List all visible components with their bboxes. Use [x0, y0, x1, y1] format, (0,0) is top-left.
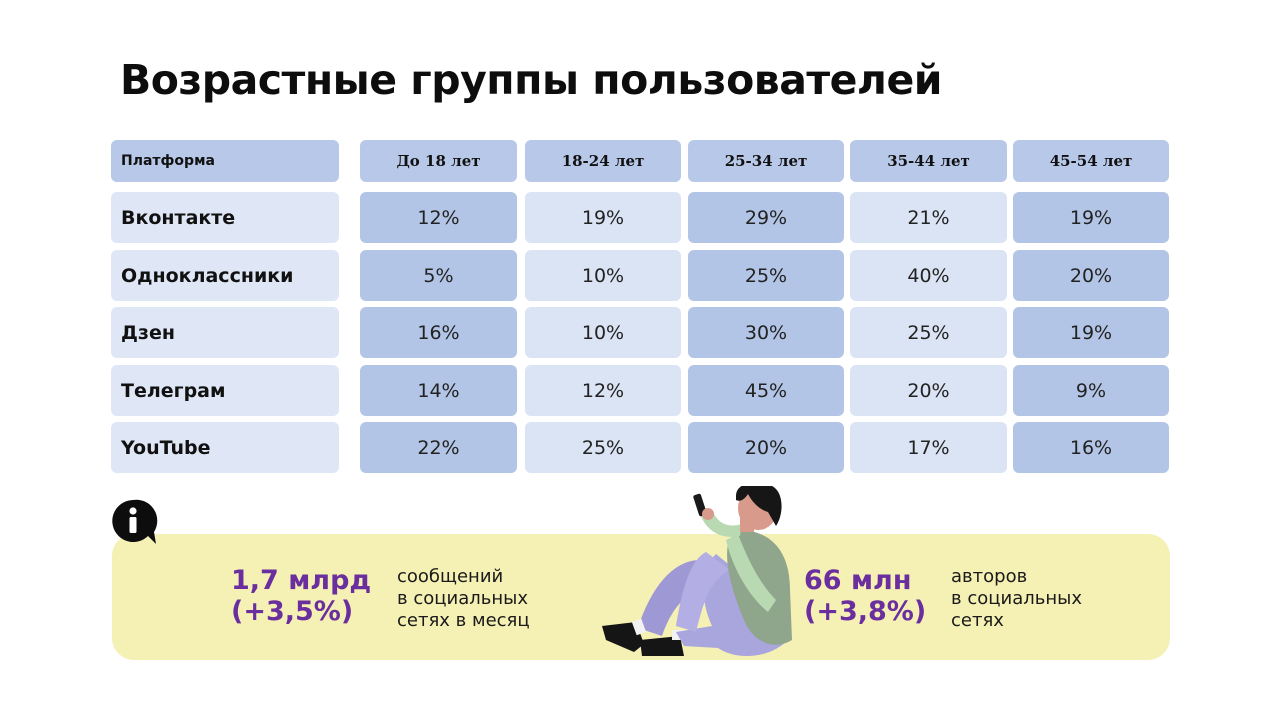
stat-messages-description: сообщений в социальных сетях в месяц [397, 566, 530, 632]
table-cell: 29% [688, 192, 844, 243]
stat-desc-line: сетях в месяц [397, 610, 530, 631]
platform-odnoklassniki: Одноклассники [111, 250, 339, 301]
stat-authors-amount: 66 млн [804, 565, 912, 596]
stat-desc-line: сообщений [397, 566, 504, 587]
table-cell: 9% [1013, 365, 1169, 416]
platform-dzen: Дзен [111, 307, 339, 358]
table-cell: 12% [360, 192, 517, 243]
stat-authors-growth: (+3,8%) [804, 596, 927, 627]
header-under-18: До 18 лет [360, 140, 517, 182]
header-45-54: 45-54 лет [1013, 140, 1169, 182]
table-cell: 22% [360, 422, 517, 473]
table-cell: 17% [850, 422, 1007, 473]
table-cell: 45% [688, 365, 844, 416]
platform-vkontakte: Вконтакте [111, 192, 339, 243]
table-cell: 20% [688, 422, 844, 473]
table-cell: 16% [360, 307, 517, 358]
header-18-24: 18-24 лет [525, 140, 681, 182]
table-cell: 40% [850, 250, 1007, 301]
stat-authors-value: 66 млн (+3,8%) [804, 565, 926, 627]
table-cell: 20% [1013, 250, 1169, 301]
table-cell: 20% [850, 365, 1007, 416]
page-title: Возрастные группы пользователей [120, 56, 943, 104]
table-cell: 30% [688, 307, 844, 358]
stat-authors-description: авторов в социальных сетях [951, 566, 1082, 632]
stat-messages-value: 1,7 млрд (+3,5%) [231, 565, 371, 627]
stat-messages-amount: 1,7 млрд [231, 565, 372, 596]
stat-desc-line: в социальных [951, 588, 1082, 609]
stat-desc-line: в социальных [397, 588, 528, 609]
header-25-34: 25-34 лет [688, 140, 844, 182]
table-cell: 19% [525, 192, 681, 243]
table-cell: 25% [688, 250, 844, 301]
header-35-44: 35-44 лет [850, 140, 1007, 182]
table-cell: 5% [360, 250, 517, 301]
header-platform: Платформа [111, 140, 339, 182]
table-cell: 10% [525, 250, 681, 301]
info-icon [112, 499, 158, 544]
table-cell: 25% [850, 307, 1007, 358]
stat-desc-line: авторов [951, 566, 1028, 587]
stat-messages-growth: (+3,5%) [231, 596, 354, 627]
person-with-phone-illustration [602, 486, 792, 657]
table-cell: 19% [1013, 307, 1169, 358]
table-cell: 16% [1013, 422, 1169, 473]
platform-telegram: Телеграм [111, 365, 339, 416]
platform-youtube: YouTube [111, 422, 339, 473]
stat-desc-line: сетях [951, 610, 1004, 631]
table-cell: 25% [525, 422, 681, 473]
table-cell: 14% [360, 365, 517, 416]
table-cell: 12% [525, 365, 681, 416]
table-cell: 10% [525, 307, 681, 358]
table-cell: 19% [1013, 192, 1169, 243]
table-cell: 21% [850, 192, 1007, 243]
